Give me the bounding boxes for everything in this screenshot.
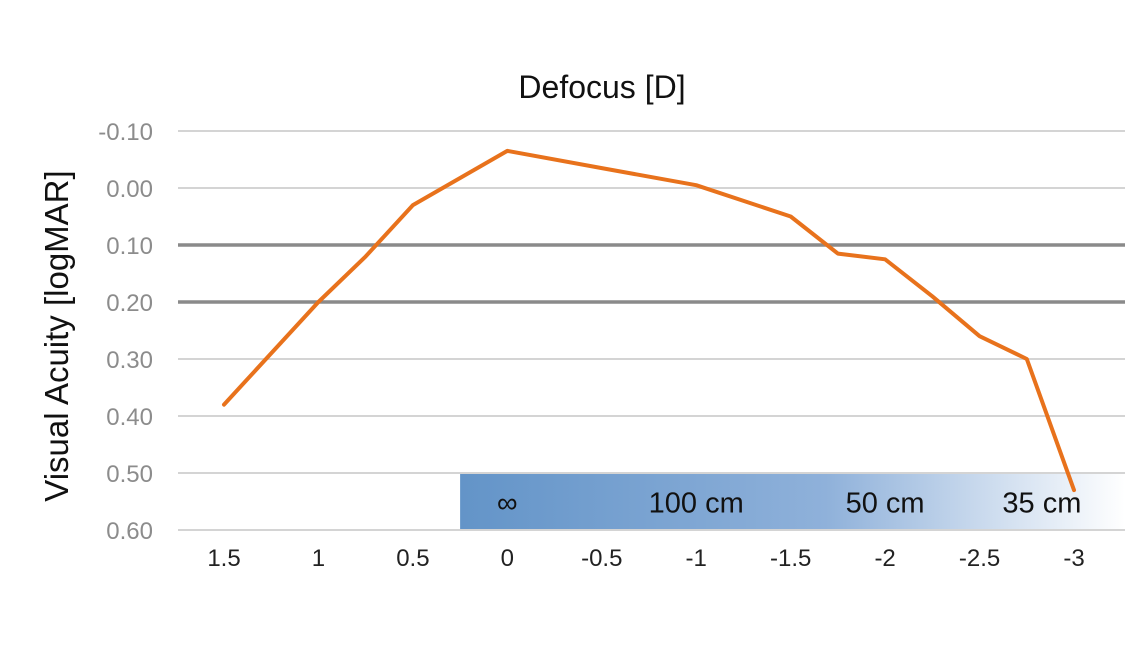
- x-tick-label: -2: [874, 545, 895, 572]
- y-tick-label: -0.10: [98, 119, 153, 146]
- series-lines: [222, 148, 1076, 493]
- x-tick-label: -0.5: [581, 545, 622, 572]
- chart-title: Defocus [D]: [518, 69, 685, 105]
- y-tick-label: 0.00: [106, 176, 153, 203]
- x-tick-label: -1.5: [770, 545, 811, 572]
- distance-band: [460, 473, 1126, 530]
- x-tick-labels: 1.5 1 0.5 0 -0.5 -1 -1.5 -2 -2.5 -3: [207, 545, 1084, 572]
- distance-label: 35 cm: [1002, 488, 1081, 520]
- distance-label: ∞: [497, 488, 518, 520]
- distance-band-rect: [460, 473, 1126, 530]
- y-tick-label: 0.50: [106, 461, 153, 488]
- series-line: [222, 148, 1076, 493]
- x-tick-label: 1.5: [207, 545, 240, 572]
- x-tick-label: -2.5: [959, 545, 1000, 572]
- x-tick-label: 0.5: [396, 545, 429, 572]
- gridlines: [178, 130, 1125, 531]
- y-tick-label: 0.40: [106, 404, 153, 431]
- y-tick-label: 0.60: [106, 518, 153, 545]
- y-tick-labels: -0.10 0.00 0.10 0.20 0.30 0.40 0.50 0.60: [98, 119, 153, 545]
- y-axis-label: Visual Acuity [logMAR]: [38, 170, 75, 501]
- x-tick-label: 1: [312, 545, 325, 572]
- x-tick-label: -3: [1063, 545, 1084, 572]
- distance-labels: ∞ 100 cm 50 cm 35 cm: [497, 488, 1081, 520]
- distance-label: 100 cm: [649, 488, 744, 520]
- y-tick-label: 0.30: [106, 347, 153, 374]
- x-tick-label: -1: [686, 545, 707, 572]
- distance-label: 50 cm: [846, 488, 925, 520]
- y-tick-label: 0.20: [106, 290, 153, 317]
- x-tick-label: 0: [501, 545, 514, 572]
- y-tick-label: 0.10: [106, 233, 153, 260]
